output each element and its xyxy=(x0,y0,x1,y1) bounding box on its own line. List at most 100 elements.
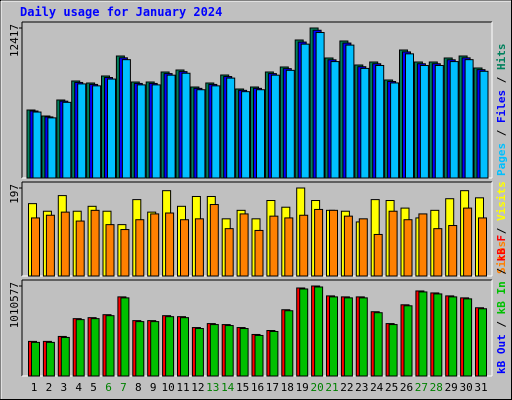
bar xyxy=(314,208,324,277)
legend-entry: kB Out xyxy=(495,334,508,374)
x-tick-label: 9 xyxy=(150,381,157,394)
x-tick-label: 7 xyxy=(120,381,127,394)
bar xyxy=(194,218,204,277)
bar xyxy=(405,53,414,179)
x-tick-label: 31 xyxy=(474,381,487,394)
x-tick-label: 18 xyxy=(281,381,294,394)
bar xyxy=(105,224,115,277)
x-tick-label: 6 xyxy=(105,381,112,394)
bar xyxy=(241,91,251,179)
bar xyxy=(77,83,87,179)
bar xyxy=(343,215,353,277)
bar xyxy=(285,69,295,179)
legend: Pages / Files / Hits xyxy=(495,44,508,177)
bar xyxy=(32,111,42,179)
x-tick-label: 10 xyxy=(161,381,174,394)
x-tick-label: 27 xyxy=(415,381,428,394)
bar xyxy=(31,341,40,377)
bar xyxy=(358,218,368,277)
bar xyxy=(315,32,325,179)
legend-separator: / xyxy=(495,261,508,281)
bar xyxy=(31,217,40,277)
chart-title: Daily usage for January 2024 xyxy=(20,5,222,19)
bar xyxy=(226,77,236,179)
bar xyxy=(224,325,234,377)
bar xyxy=(479,70,489,179)
bar xyxy=(434,64,444,179)
bar xyxy=(45,214,55,277)
bar xyxy=(60,211,70,277)
bar xyxy=(254,334,264,377)
bar xyxy=(388,210,398,277)
legend-entry: kB F xyxy=(495,235,508,262)
bar xyxy=(254,229,264,277)
bar xyxy=(107,78,116,179)
bar xyxy=(60,336,70,377)
bar xyxy=(390,82,400,179)
bar xyxy=(166,74,176,179)
bar xyxy=(300,43,310,179)
x-tick-label: 11 xyxy=(176,381,189,394)
bar xyxy=(284,217,294,277)
bar xyxy=(120,229,130,277)
x-tick-label: 16 xyxy=(251,381,264,394)
bar xyxy=(136,84,146,179)
bar xyxy=(180,317,189,377)
bar xyxy=(151,84,161,179)
bar xyxy=(62,101,72,179)
bar xyxy=(360,67,370,179)
x-tick-label: 24 xyxy=(370,381,384,394)
legend-separator: / xyxy=(495,70,508,90)
bar xyxy=(135,219,145,277)
bar xyxy=(211,85,221,179)
bar xyxy=(419,64,429,179)
x-tick-label: 29 xyxy=(445,381,458,394)
bar xyxy=(463,298,473,377)
x-tick-label: 28 xyxy=(430,381,443,394)
bar xyxy=(209,324,219,377)
bar xyxy=(92,85,102,179)
bar xyxy=(433,293,443,377)
bar xyxy=(224,228,234,277)
bar xyxy=(165,316,175,377)
legend-entry: Files xyxy=(495,90,508,123)
legend: Sites / Visits xyxy=(495,181,508,274)
x-tick-label: 13 xyxy=(206,381,219,394)
x-tick-label: 21 xyxy=(325,381,338,394)
legend-separator: / xyxy=(495,123,508,143)
bar xyxy=(478,308,487,377)
y-tick-label: 12417 xyxy=(8,24,21,57)
legend-entry: kB In xyxy=(495,281,508,314)
bar xyxy=(299,214,309,277)
bar xyxy=(47,117,57,179)
bar xyxy=(433,228,443,277)
x-tick-label: 12 xyxy=(191,381,204,394)
x-tick-label: 5 xyxy=(90,381,97,394)
bar xyxy=(463,207,473,277)
bar xyxy=(181,72,191,179)
bar xyxy=(418,213,428,277)
bar xyxy=(388,324,398,377)
bar xyxy=(165,212,175,277)
bar xyxy=(239,213,249,277)
legend-entry: Sites xyxy=(495,241,508,274)
x-tick-label: 19 xyxy=(296,381,309,394)
legend-entry: Hits xyxy=(495,44,508,71)
bar xyxy=(90,209,100,277)
y-tick-label: 197 xyxy=(8,184,21,204)
bar xyxy=(269,330,279,377)
bar xyxy=(449,61,459,179)
legend-separator: / xyxy=(495,314,508,334)
bar xyxy=(330,61,340,179)
bar xyxy=(90,318,100,377)
bar xyxy=(343,297,353,377)
x-tick-label: 2 xyxy=(46,381,53,394)
bar xyxy=(448,296,458,377)
bar xyxy=(464,59,474,179)
x-tick-label: 20 xyxy=(310,381,323,394)
x-tick-label: 22 xyxy=(340,381,353,394)
x-tick-label: 14 xyxy=(221,381,235,394)
x-tick-label: 30 xyxy=(459,381,472,394)
